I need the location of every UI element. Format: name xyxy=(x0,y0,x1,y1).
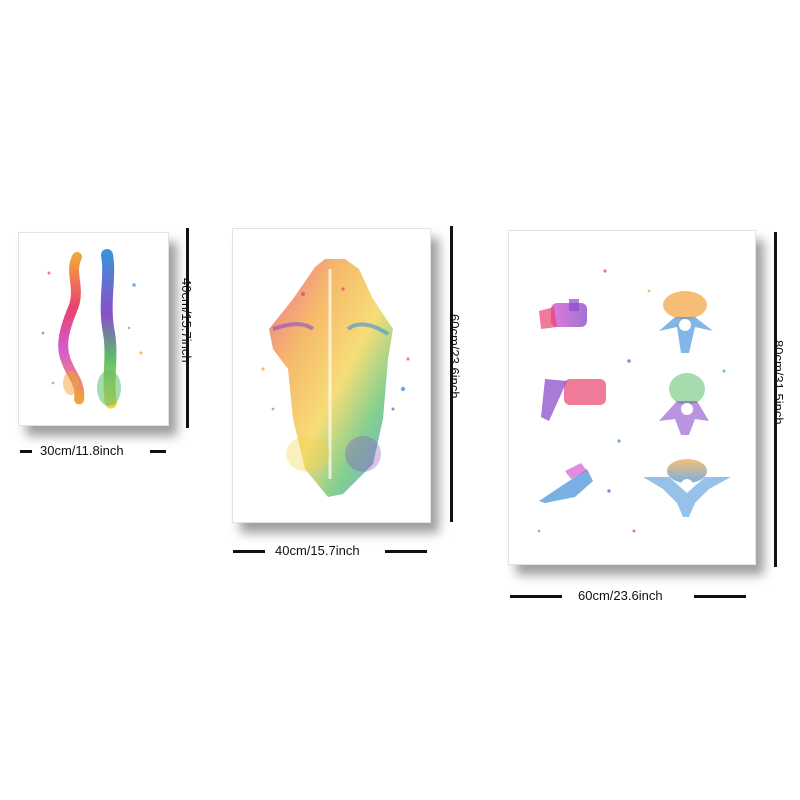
vertebra-lateral-3 xyxy=(539,463,593,503)
width-label-large: 60cm/23.6inch xyxy=(578,588,663,603)
width-line-medium-left xyxy=(233,550,265,553)
width-line-large-left xyxy=(510,595,562,598)
back-muscles-artwork xyxy=(261,259,410,497)
vertebra-top-2 xyxy=(659,373,709,435)
height-label-large: 80cm/31.5inch xyxy=(771,340,786,425)
height-label-medium: 60cm/23.6inch xyxy=(447,314,462,399)
vertebra-lateral-2 xyxy=(541,379,606,421)
height-line-small xyxy=(186,228,189,428)
height-label-small: 40cm/15.7inch xyxy=(179,278,194,363)
poster-small-spine xyxy=(18,232,169,426)
height-line-large xyxy=(774,232,777,567)
vertebra-lateral-1 xyxy=(539,299,587,329)
vertebrae-artwork xyxy=(537,269,731,533)
vertebra-top-1 xyxy=(659,291,713,353)
width-line-large-right xyxy=(694,595,746,598)
width-line-medium-right xyxy=(385,550,427,553)
width-label-medium: 40cm/15.7inch xyxy=(275,543,360,558)
width-line-small-left xyxy=(20,450,32,453)
width-line-small-right xyxy=(150,450,166,453)
width-label-small: 30cm/11.8inch xyxy=(40,443,124,458)
spine-artwork xyxy=(41,249,143,409)
vertebra-top-3 xyxy=(643,459,731,517)
poster-medium-back xyxy=(232,228,431,523)
height-line-medium xyxy=(450,226,453,522)
poster-large-vertebrae xyxy=(508,230,756,565)
